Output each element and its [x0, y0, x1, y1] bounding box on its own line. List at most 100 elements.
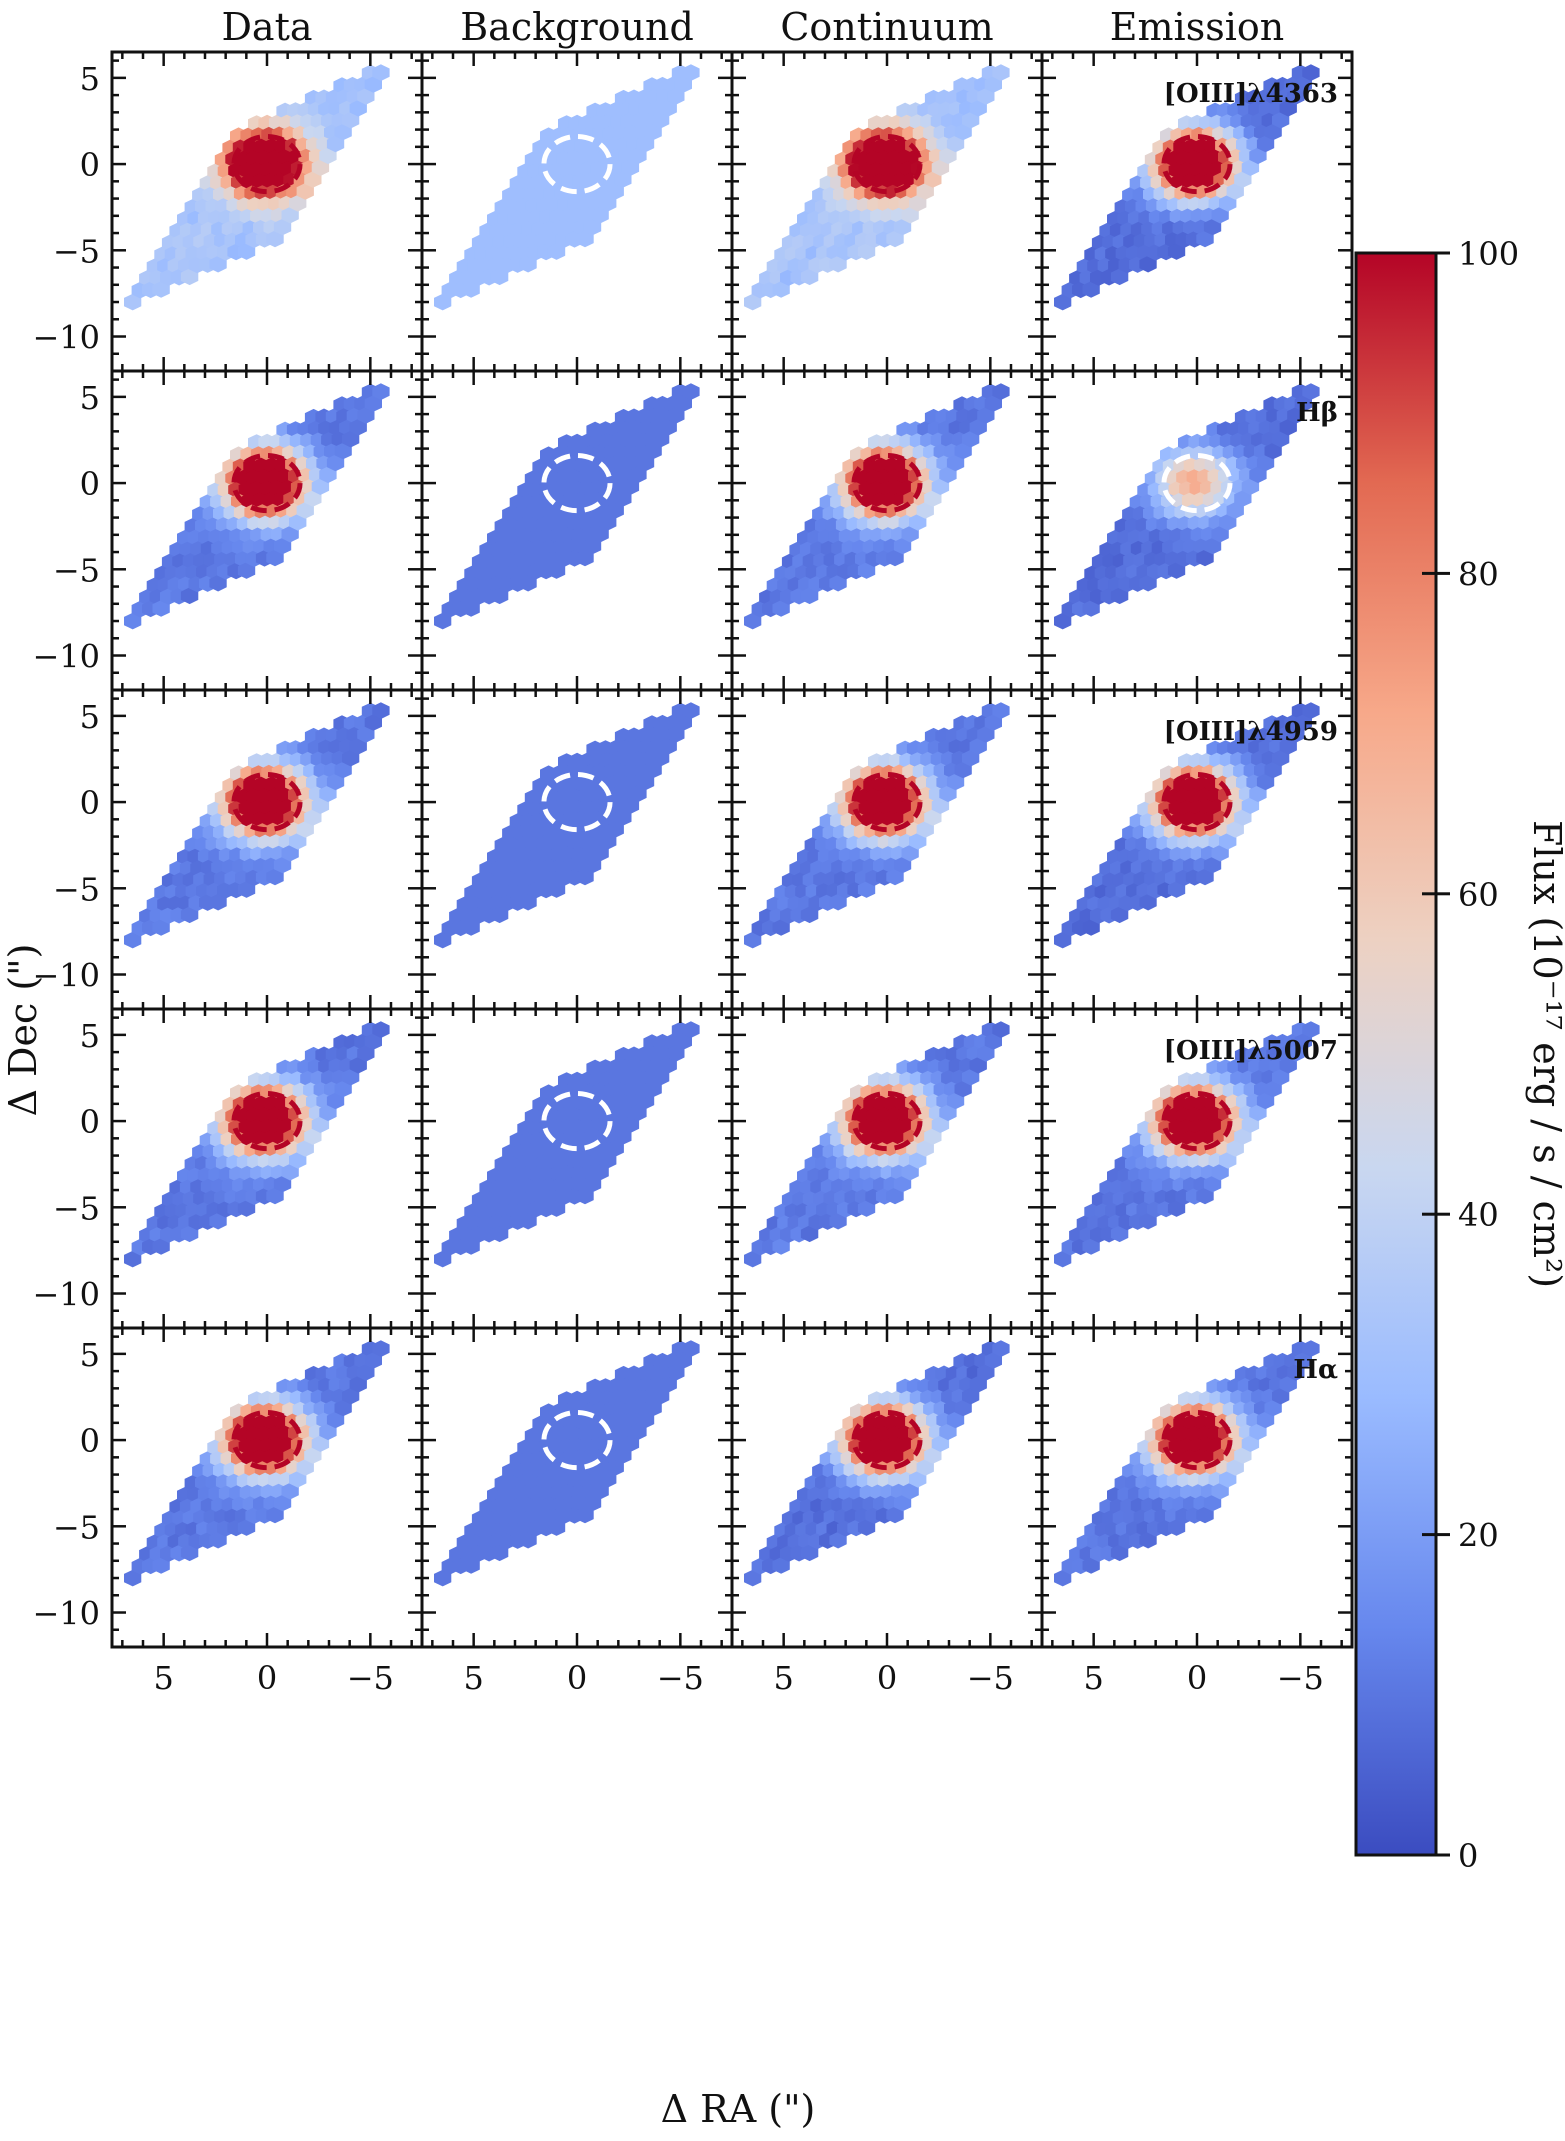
spaxel [289, 832, 307, 850]
panel-r4-c0: 5 0 −5 −10 5 0 −5 [32, 1326, 424, 1697]
colorbar: 0 20 40 60 80 100 Flux (10⁻¹⁷ erg / s / cm²) [1354, 235, 1565, 1875]
spaxel [304, 1447, 322, 1464]
spaxel [829, 255, 847, 273]
spaxel [939, 1423, 957, 1441]
y-tick-label: 0 [80, 146, 100, 184]
spaxel [434, 612, 452, 630]
panel-r4-c3: 5 0 −5 Hα [1040, 1326, 1354, 1697]
spaxel [667, 88, 685, 105]
spaxel [772, 281, 790, 298]
spaxel [1211, 525, 1229, 543]
spaxel [576, 549, 594, 567]
spaxel [180, 1544, 199, 1562]
spaxel [939, 466, 957, 484]
spaxel [629, 1423, 647, 1441]
spaxel [614, 1447, 632, 1464]
spaxel [1287, 407, 1305, 424]
spaxel [644, 1399, 662, 1417]
spaxel [152, 1557, 170, 1574]
spaxel-map [1054, 702, 1320, 949]
spaxel [886, 549, 904, 567]
spaxel [273, 856, 292, 874]
spaxel [636, 135, 655, 153]
ticks [1042, 1328, 1352, 1647]
spaxel [591, 1163, 609, 1181]
aperture-circle [1161, 1090, 1233, 1152]
spaxel [1110, 906, 1129, 924]
panel-r0-c0: 5 0 −5 −10 Data [32, 5, 424, 373]
spaxel [857, 562, 876, 579]
spaxel-map [434, 383, 700, 630]
spaxel [1302, 383, 1320, 400]
spaxel [857, 1200, 876, 1217]
spaxel-map [124, 702, 390, 949]
spaxel [659, 418, 677, 436]
y-tick-label: −10 [32, 638, 100, 676]
spaxel [372, 64, 390, 81]
panel-r1-c3: Hβ [1040, 369, 1354, 692]
panel-r2-c1 [420, 688, 734, 1011]
spaxel [1249, 785, 1267, 803]
spaxel [372, 1021, 390, 1038]
spaxel [800, 587, 819, 605]
spaxel [1264, 761, 1282, 779]
x-tick-label: −5 [657, 1659, 704, 1697]
spaxel [659, 737, 677, 755]
spaxel [931, 1116, 950, 1133]
spaxel [1167, 243, 1186, 260]
spaxel [273, 218, 292, 236]
spaxel [334, 761, 352, 779]
spaxel [992, 702, 1010, 719]
panel-r3-c0: 5 0 −5 −10 [32, 1007, 424, 1330]
spaxel [992, 1021, 1010, 1038]
spaxel [1302, 1340, 1320, 1357]
spaxel [1234, 1128, 1252, 1145]
spaxel [644, 442, 662, 460]
spaxel [1241, 1435, 1260, 1452]
spaxel [682, 1021, 700, 1038]
spaxel-map [434, 1021, 700, 1268]
x-tick-label: 5 [1083, 1659, 1103, 1697]
spaxel [209, 1531, 227, 1549]
spaxel [1226, 502, 1244, 519]
y-tick-label: −5 [53, 870, 100, 908]
spaxel [342, 1068, 360, 1086]
spaxel [296, 183, 314, 200]
spaxel [1234, 1447, 1252, 1464]
spaxel [977, 1364, 995, 1381]
spaxel [667, 726, 685, 743]
spaxel [924, 809, 942, 826]
spaxel [1256, 454, 1275, 472]
spaxel [304, 1128, 322, 1145]
spaxel [209, 1212, 227, 1230]
spaxel [180, 587, 199, 605]
spaxel [281, 844, 299, 862]
spaxel [1279, 1056, 1297, 1074]
spaxel [304, 809, 322, 826]
spaxel [829, 893, 847, 911]
spaxel [954, 1080, 972, 1098]
colorbar-tick-label: 100 [1458, 235, 1519, 273]
spaxel [984, 395, 1002, 412]
spaxel [237, 1519, 256, 1536]
spaxel [334, 1080, 352, 1098]
x-tick-label: 0 [1187, 1659, 1207, 1697]
spaxel [180, 1225, 199, 1243]
spaxel [652, 430, 670, 448]
figure-labels: Δ RA (") Δ Dec (") [1, 944, 815, 2131]
spaxel [342, 430, 360, 448]
spaxel [364, 395, 382, 412]
spaxel [591, 525, 609, 543]
spaxel [1287, 88, 1305, 105]
panel-r1-c0: 5 0 −5 −10 [32, 369, 424, 692]
spaxel [1249, 466, 1267, 484]
spaxel [326, 1092, 345, 1110]
spaxel [599, 1151, 617, 1169]
spaxel [829, 1212, 847, 1230]
x-tick-label: 0 [567, 1659, 587, 1697]
spaxel [462, 281, 480, 298]
spaxel [1256, 1411, 1275, 1429]
spaxel [901, 844, 919, 862]
spaxel [434, 293, 452, 311]
